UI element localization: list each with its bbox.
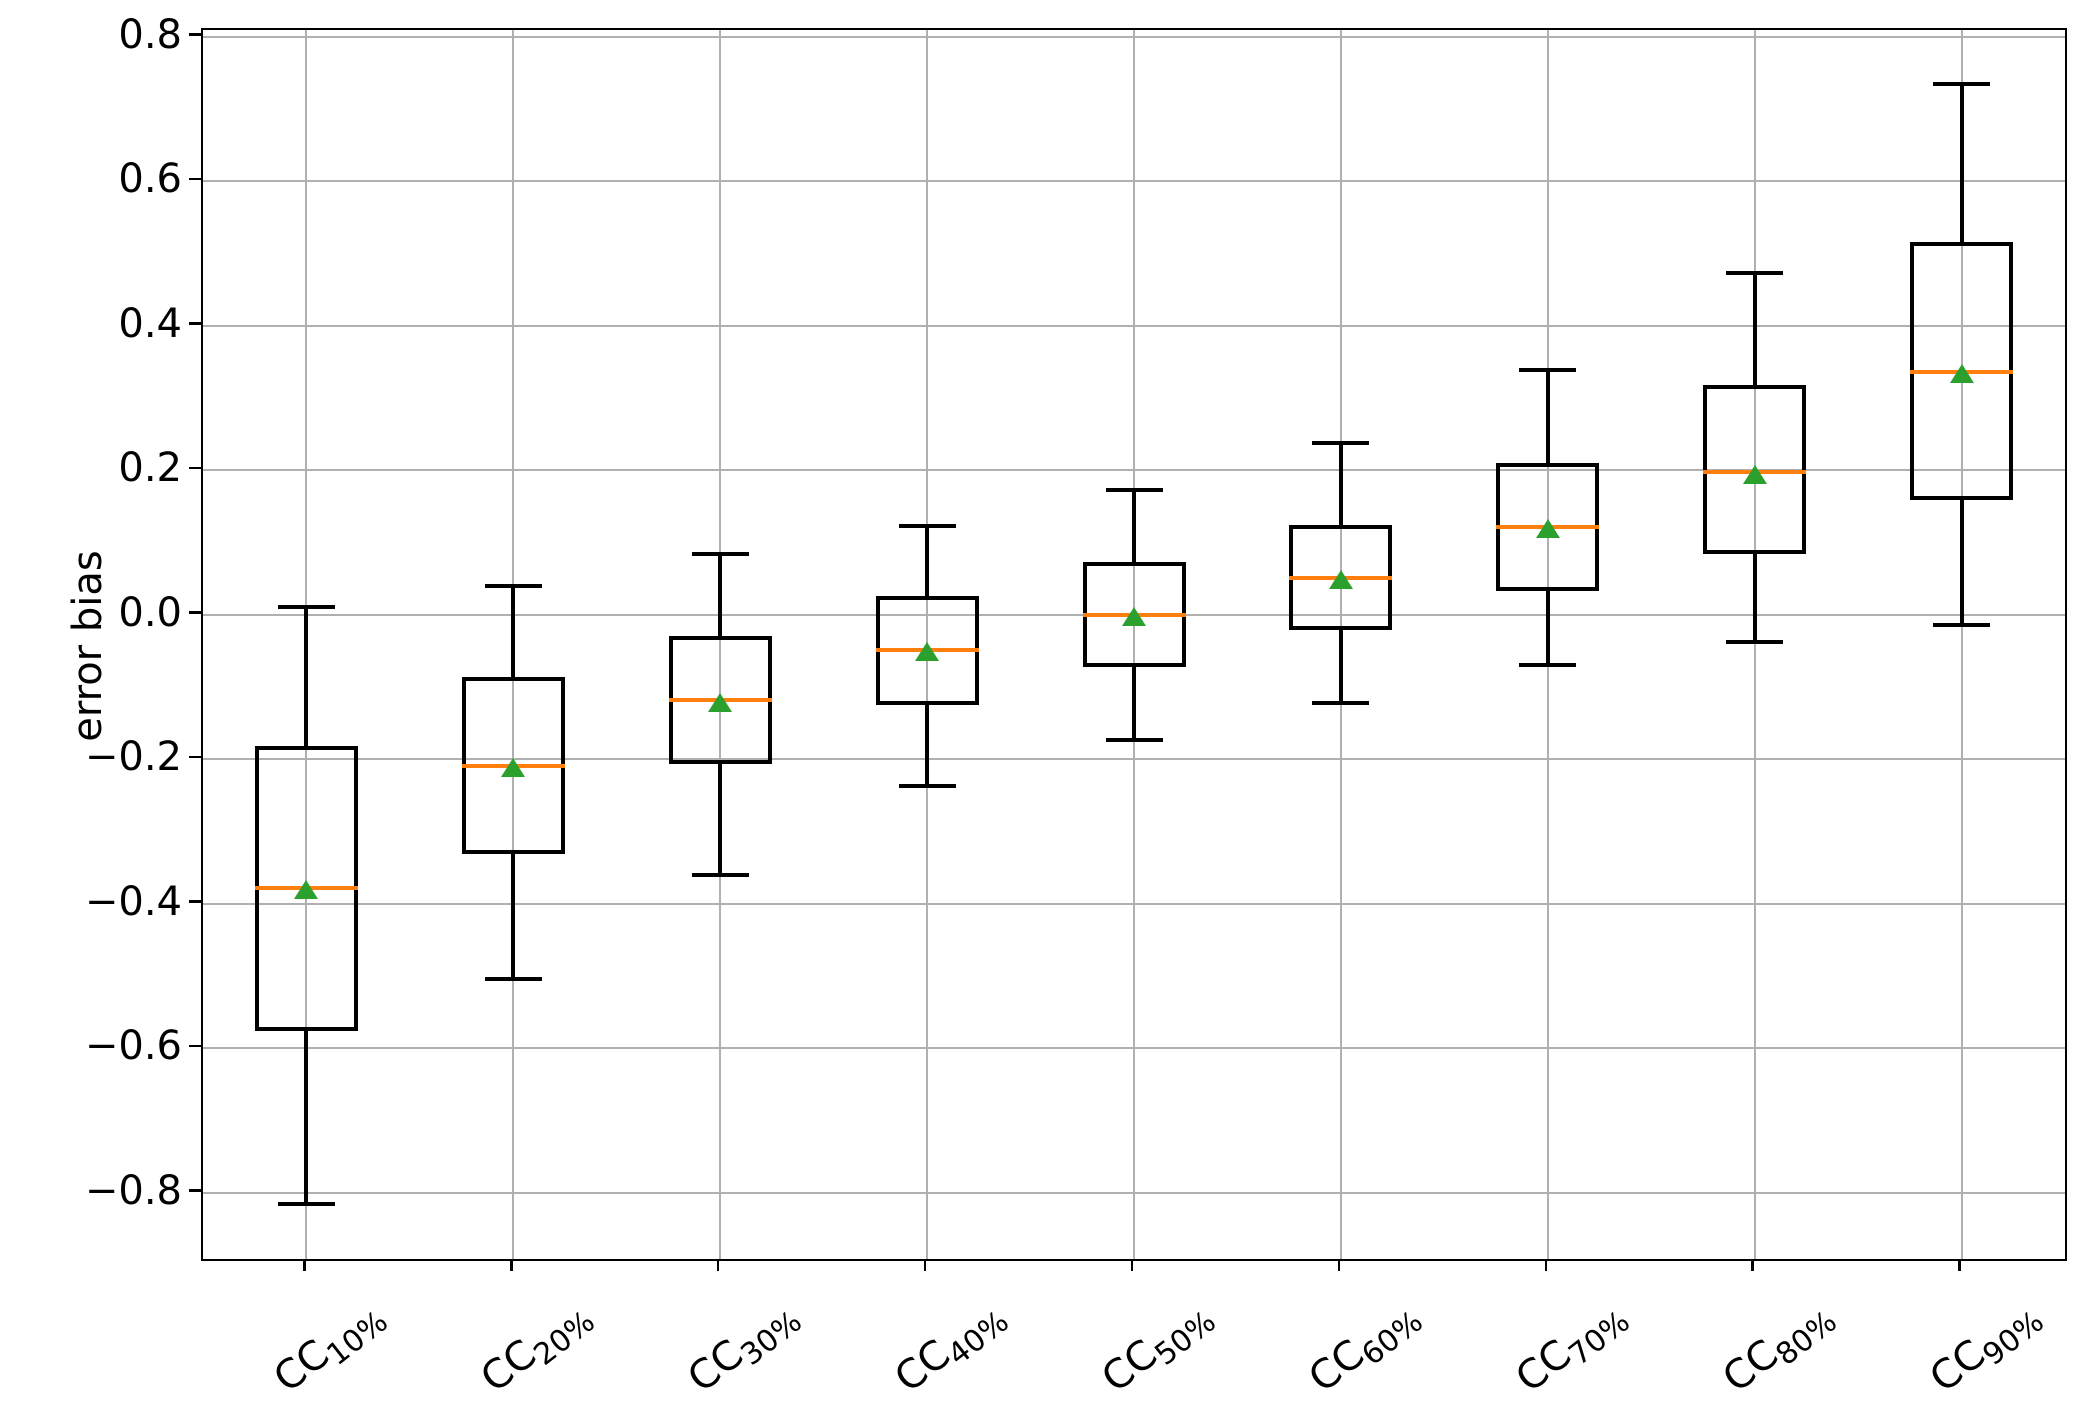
mean-triangle-marker	[1742, 464, 1767, 484]
y-tick-mark	[189, 611, 201, 614]
upper-whisker-cap	[1519, 368, 1577, 373]
x-tick-mark	[1958, 1259, 1961, 1271]
y-tick-label: 0.8	[118, 11, 182, 58]
v-gridline	[1753, 30, 1756, 1259]
x-tick-mark	[923, 1259, 927, 1271]
upper-whisker	[1959, 84, 1964, 243]
x-tick-label: CC40%	[887, 1290, 1016, 1407]
lower-whisker	[1752, 553, 1757, 642]
x-tick-mark	[716, 1259, 720, 1271]
lower-whisker	[1959, 500, 1964, 625]
y-tick-label: −0.6	[84, 1023, 182, 1070]
box	[1703, 385, 1807, 554]
lower-whisker-cap	[277, 1202, 335, 1207]
lower-whisker-cap	[1726, 639, 1784, 644]
upper-whisker-cap	[1312, 440, 1370, 445]
lower-whisker	[511, 854, 516, 980]
plot-area	[201, 28, 2067, 1261]
lower-whisker-cap	[1312, 700, 1370, 705]
y-tick-label: −0.8	[84, 1167, 182, 1214]
upper-whisker	[1545, 370, 1550, 463]
y-tick-label: −0.2	[84, 734, 182, 781]
v-gridline	[1133, 30, 1135, 1259]
upper-whisker	[304, 606, 309, 746]
upper-whisker	[1752, 272, 1757, 386]
y-tick-mark	[189, 322, 201, 325]
mean-triangle-marker	[708, 693, 733, 713]
upper-whisker-cap	[277, 604, 335, 609]
x-tick-mark	[303, 1259, 306, 1271]
mean-triangle-marker	[294, 880, 319, 900]
mean-triangle-marker	[1328, 570, 1353, 590]
mean-triangle-marker	[1122, 607, 1146, 627]
upper-whisker-cap	[691, 551, 749, 556]
upper-whisker	[1338, 442, 1343, 525]
y-tick-label: 0.6	[118, 156, 182, 202]
x-tick-label: CC20%	[473, 1290, 602, 1407]
y-tick-mark	[189, 466, 201, 470]
y-tick-label: 0.0	[118, 589, 182, 636]
x-tick-label: CC10%	[266, 1290, 395, 1407]
v-gridline	[719, 30, 722, 1259]
y-tick-mark	[189, 177, 201, 181]
upper-whisker	[1132, 489, 1136, 562]
x-tick-mark	[1130, 1259, 1134, 1271]
lower-whisker	[925, 704, 930, 787]
x-tick-label: CC60%	[1300, 1290, 1429, 1407]
upper-whisker	[718, 553, 723, 637]
x-tick-label: CC70%	[1507, 1290, 1636, 1407]
upper-whisker	[925, 525, 930, 596]
upper-whisker-cap	[484, 584, 542, 589]
mean-triangle-marker	[1535, 519, 1560, 539]
y-tick-label: 0.4	[118, 300, 182, 347]
x-tick-mark	[1544, 1259, 1548, 1271]
lower-whisker-cap	[1933, 622, 1991, 627]
upper-whisker-cap	[898, 523, 956, 528]
lower-whisker	[1132, 667, 1136, 740]
upper-whisker-cap	[1105, 487, 1163, 492]
mean-triangle-marker	[1949, 364, 1974, 384]
upper-whisker	[511, 586, 516, 677]
upper-whisker-cap	[1726, 270, 1784, 275]
y-tick-mark	[189, 1189, 201, 1192]
lower-whisker-cap	[691, 872, 749, 877]
y-tick-label: −0.4	[84, 878, 182, 925]
lower-whisker	[304, 1030, 309, 1205]
y-tick-mark	[189, 1044, 201, 1048]
x-tick-label: CC30%	[680, 1290, 809, 1407]
x-tick-mark	[1337, 1259, 1341, 1271]
upper-whisker-cap	[1933, 82, 1991, 87]
lower-whisker-cap	[484, 977, 542, 982]
x-tick-label: CC90%	[1921, 1290, 2050, 1407]
y-tick-mark	[189, 33, 201, 36]
x-tick-mark	[510, 1259, 513, 1271]
mean-triangle-marker	[915, 641, 940, 661]
lower-whisker	[1545, 590, 1550, 666]
lower-whisker-cap	[1519, 663, 1577, 668]
y-tick-mark	[189, 755, 201, 759]
x-tick-label: CC50%	[1093, 1290, 1222, 1407]
lower-whisker	[1338, 630, 1343, 703]
lower-whisker-cap	[898, 784, 956, 789]
mean-triangle-marker	[501, 758, 526, 778]
lower-whisker-cap	[1105, 737, 1163, 742]
x-tick-label: CC80%	[1714, 1290, 1843, 1407]
v-gridline	[1960, 30, 1963, 1259]
y-tick-mark	[189, 900, 201, 903]
lower-whisker	[718, 764, 723, 875]
y-tick-label: 0.2	[118, 445, 182, 491]
x-tick-mark	[1751, 1259, 1754, 1271]
